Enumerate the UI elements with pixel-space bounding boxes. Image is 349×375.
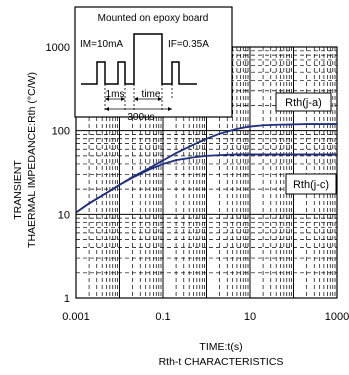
x-tick-label: 0.1 [155, 311, 170, 323]
y-tick-label: 1 [64, 293, 70, 305]
series-line-rth-jc [75, 153, 337, 214]
x-tick-label: 0.001 [62, 311, 90, 323]
x-axis-label: TIME:t(s) [199, 341, 242, 353]
inset-title: Mounted on epoxy board [98, 13, 209, 24]
inset-dashed-guides [104, 84, 173, 110]
series-layer [75, 123, 337, 214]
y-tick-label: 10 [58, 209, 70, 221]
chart-title: Rth-t CHARACTERISTICS [159, 356, 284, 368]
x-tick-label: 10 [244, 311, 256, 323]
x-tick-label: 1000 [325, 311, 349, 323]
inset-pulse-waveform [81, 33, 197, 85]
inset-arrowheads [105, 97, 172, 111]
inset-if-label: IF=0.35A [168, 39, 209, 50]
tick-labels: 0.001 0.1 10 1000 1 10 100 1000 [46, 42, 349, 323]
inset-im-label: IM=10mA [80, 39, 123, 50]
inset-1ms-label: 1ms [106, 89, 125, 100]
legend-rth-jc: Rth(j-c) [285, 173, 337, 195]
y-axis-label-line2: THAERMAL IMPEDANCE:Rth (°C/W) [26, 72, 38, 248]
legend-rth-jc-label: Rth(j-c) [293, 179, 329, 191]
y-axis-label-line1: TRANSIENT [12, 160, 24, 220]
legend-rth-ja: Rth(j-a) [275, 92, 332, 112]
legend-rth-ja-label: Rth(j-a) [285, 97, 322, 109]
y-tick-label: 1000 [46, 42, 70, 54]
y-tick-label: 100 [52, 126, 70, 138]
inset-time-label: time [142, 89, 161, 100]
inset-300us-label: 300us [127, 112, 154, 123]
inset-diagram: Mounted on epoxy board IM=10mA IF=0.35A … [74, 6, 233, 123]
